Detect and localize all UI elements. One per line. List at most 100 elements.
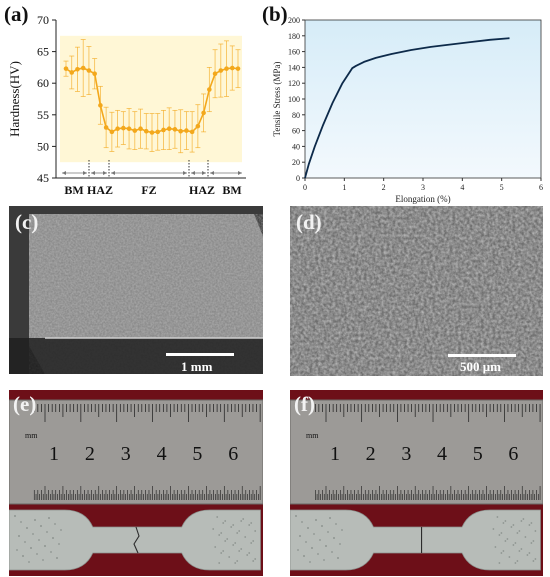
x-tick-label: 0 — [303, 183, 307, 192]
specimen-speckle — [325, 545, 327, 547]
specimen-speckle — [506, 538, 509, 540]
specimen-speckle — [14, 515, 16, 517]
hardness-point — [201, 110, 206, 116]
specimen-speckle — [22, 555, 24, 557]
tensile-specimen — [290, 509, 541, 571]
panel-label-b: (b) — [262, 2, 288, 26]
specimen-speckle — [510, 526, 513, 528]
hardness-point — [189, 129, 195, 135]
specimen-speckle — [28, 561, 30, 563]
specimen-speckle — [252, 560, 255, 562]
specimen-speckle — [518, 530, 521, 532]
specimen-speckle — [530, 542, 533, 544]
y-tick-label: 160 — [288, 48, 300, 57]
specimen-speckle — [522, 518, 525, 520]
zone-arrowhead — [238, 171, 242, 175]
specimen-speckle — [303, 555, 305, 557]
specimen-speckle — [516, 532, 519, 534]
specimen-speckle — [44, 545, 46, 547]
specimen-speckle — [339, 543, 341, 545]
specimen-speckle — [220, 532, 223, 534]
zone-arrowhead — [183, 171, 187, 175]
specimen-speckle — [528, 524, 531, 526]
specimen-speckle — [512, 544, 515, 546]
specimen-speckle — [341, 529, 343, 531]
y-axis-label: Tensile Stress (MPa) — [272, 62, 282, 137]
specimen-speckle — [50, 551, 52, 553]
specimen-speckle — [323, 559, 325, 561]
specimen-speckle — [327, 531, 329, 533]
specimen-speckle — [502, 550, 505, 552]
specimen-speckle — [216, 516, 219, 518]
zone-arrowhead — [62, 171, 66, 175]
hardness-point — [103, 125, 109, 130]
hardness-point — [161, 127, 166, 133]
specimen-speckle — [514, 562, 517, 564]
specimen-speckle — [58, 543, 60, 545]
specimen-speckle — [516, 560, 519, 562]
specimen-speckle — [248, 524, 251, 526]
zone-label: HAZ — [189, 183, 215, 197]
ruler-number: 1 — [49, 443, 59, 465]
ruler-number: 2 — [366, 443, 376, 465]
specimen-speckle — [56, 557, 58, 559]
specimen-speckle — [238, 550, 241, 552]
specimen-speckle — [242, 518, 245, 520]
hardness-point — [126, 126, 132, 132]
specimen-speckle — [234, 542, 237, 544]
hardness-point — [195, 123, 201, 129]
specimen-speckle — [512, 524, 515, 526]
ruler-and-specimen-e: 1 2 3 4 5 6 mm — [9, 390, 263, 576]
y-tick-label: 55 — [37, 108, 49, 122]
zone-label: HAZ — [87, 183, 113, 197]
zone-arrowhead — [191, 171, 195, 175]
ruler-number: 5 — [473, 443, 483, 465]
panel-label-f: (f) — [294, 392, 315, 416]
zone-arrowhead — [83, 171, 87, 175]
specimen-speckle — [42, 559, 44, 561]
specimen-speckle — [518, 550, 521, 552]
y-tick-label: 120 — [288, 79, 300, 88]
specimen-speckle — [236, 560, 239, 562]
specimen-speckle — [492, 528, 495, 530]
y-tick-label: 60 — [37, 76, 49, 90]
x-tick-label: 1 — [342, 183, 346, 192]
specimen-speckle — [238, 530, 241, 532]
specimen-speckle — [26, 527, 28, 529]
micrograph-c-image — [9, 206, 263, 374]
ruler-number: 6 — [508, 443, 518, 465]
panel-label-d: (d) — [296, 210, 322, 234]
specimen-speckle — [254, 530, 257, 532]
x-tick-label: 4 — [460, 183, 464, 192]
hardness-point — [224, 66, 229, 71]
hardness-point — [184, 128, 189, 133]
y-tick-label: 45 — [37, 171, 49, 185]
specimen-speckle — [514, 542, 517, 544]
specimen-speckle — [48, 517, 50, 519]
specimen-speckle — [295, 515, 297, 517]
specimen-speckle — [500, 552, 503, 554]
hardness-point — [229, 65, 235, 71]
hardness-point — [121, 125, 126, 131]
plot-area — [304, 19, 542, 179]
fracture-micrograph-c: (c) 1 mm — [9, 206, 263, 374]
specimen-speckle — [30, 547, 32, 549]
hardness-chart-panel: 45 50 55 60 65 70 Hardness(HV) BM HAZ FZ HAZ BM (a) — [0, 0, 275, 200]
specimen-speckle — [232, 544, 235, 546]
scale-label-d: 500 μm — [460, 359, 501, 374]
x-tick-label: 3 — [421, 183, 425, 192]
specimen-speckle — [534, 530, 537, 532]
hardness-chart: 45 50 55 60 65 70 Hardness(HV) BM HAZ FZ HAZ BM — [7, 13, 246, 197]
hardness-point — [155, 129, 161, 135]
ruler-number: 5 — [192, 443, 202, 465]
zone-arrowhead — [91, 171, 95, 175]
hardness-point — [218, 68, 224, 73]
tensile-specimen — [9, 509, 261, 571]
specimen-speckle — [220, 552, 223, 554]
fracture-line — [133, 526, 140, 554]
specimen-speckle — [222, 522, 225, 524]
specimen-speckle — [218, 534, 221, 536]
specimen-speckle — [504, 540, 507, 542]
ruler-and-specimen-f: 1 2 3 4 5 6 mm — [290, 390, 543, 576]
x-tick-label: 5 — [500, 183, 504, 192]
